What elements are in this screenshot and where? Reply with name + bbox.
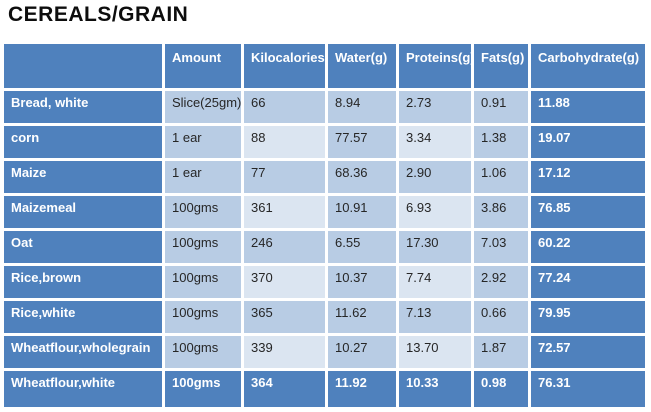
kilocalories-cell: 246 — [244, 231, 325, 263]
amount-cell: 100gms — [165, 336, 241, 368]
fats-cell: 1.38 — [474, 126, 528, 158]
table-row: Maize 1 ear 77 68.36 2.90 1.06 17.12 — [4, 161, 645, 193]
water-cell: 77.57 — [328, 126, 396, 158]
fats-cell: 7.03 — [474, 231, 528, 263]
cereals-grain-table: Amount Kilocalories Water(g) Proteins(g) Fat… — [1, 41, 648, 410]
proteins-cell: 2.90 — [399, 161, 471, 193]
proteins-cell: 3.34 — [399, 126, 471, 158]
proteins-cell: 13.70 — [399, 336, 471, 368]
table-row: Wheatflour,wholegrain 100gms 339 10.27 13.70… — [4, 336, 645, 368]
row-label-cell: Rice,white — [4, 301, 162, 333]
water-cell: 10.27 — [328, 336, 396, 368]
amount-cell: 100gms — [165, 266, 241, 298]
amount-cell: Slice(25gm) — [165, 91, 241, 123]
amount-cell: 100gms — [165, 371, 241, 407]
fats-cell: 1.87 — [474, 336, 528, 368]
kilocalories-cell: 77 — [244, 161, 325, 193]
proteins-cell: 10.33 — [399, 371, 471, 407]
carbohydrate-cell: 76.31 — [531, 371, 645, 407]
column-header-cell: Carbohydrate(g) — [531, 44, 645, 88]
kilocalories-cell: 364 — [244, 371, 325, 407]
kilocalories-cell: 88 — [244, 126, 325, 158]
proteins-cell: 17.30 — [399, 231, 471, 263]
amount-cell: 100gms — [165, 231, 241, 263]
carbohydrate-cell: 60.22 — [531, 231, 645, 263]
water-cell: 6.55 — [328, 231, 396, 263]
amount-cell: 100gms — [165, 301, 241, 333]
water-cell: 10.37 — [328, 266, 396, 298]
water-cell: 68.36 — [328, 161, 396, 193]
carbohydrate-cell: 19.07 — [531, 126, 645, 158]
water-cell: 8.94 — [328, 91, 396, 123]
table-row: Maizemeal 100gms 361 10.91 6.93 3.86 76.85 — [4, 196, 645, 228]
amount-cell: 1 ear — [165, 161, 241, 193]
kilocalories-cell: 339 — [244, 336, 325, 368]
table-row: Bread, white Slice(25gm) 66 8.94 2.73 0.91 11.… — [4, 91, 645, 123]
fats-cell: 0.98 — [474, 371, 528, 407]
column-header-cell: Water(g) — [328, 44, 396, 88]
proteins-cell: 7.13 — [399, 301, 471, 333]
row-label-cell: Oat — [4, 231, 162, 263]
kilocalories-cell: 365 — [244, 301, 325, 333]
kilocalories-cell: 361 — [244, 196, 325, 228]
row-label-cell: corn — [4, 126, 162, 158]
column-header-cell: Proteins(g) — [399, 44, 471, 88]
water-cell: 11.92 — [328, 371, 396, 407]
water-cell: 10.91 — [328, 196, 396, 228]
proteins-cell: 7.74 — [399, 266, 471, 298]
proteins-cell: 6.93 — [399, 196, 471, 228]
table-header-row: Amount Kilocalories Water(g) Proteins(g) Fat… — [4, 44, 645, 88]
table-row: corn 1 ear 88 77.57 3.34 1.38 19.07 — [4, 126, 645, 158]
kilocalories-cell: 66 — [244, 91, 325, 123]
carbohydrate-cell: 79.95 — [531, 301, 645, 333]
fats-cell: 1.06 — [474, 161, 528, 193]
kilocalories-cell: 370 — [244, 266, 325, 298]
row-label-cell: Rice,brown — [4, 266, 162, 298]
table-row: Rice,white 100gms 365 11.62 7.13 0.66 79.95 — [4, 301, 645, 333]
carbohydrate-cell: 72.57 — [531, 336, 645, 368]
page-title: CEREALS/GRAIN — [8, 3, 189, 26]
amount-cell: 100gms — [165, 196, 241, 228]
column-header-cell: Kilocalories — [244, 44, 325, 88]
row-label-cell: Maize — [4, 161, 162, 193]
carbohydrate-cell: 17.12 — [531, 161, 645, 193]
proteins-cell: 2.73 — [399, 91, 471, 123]
header-row: Amount Kilocalories Water(g) Proteins(g) Fat… — [4, 44, 645, 88]
table-row: Rice,brown 100gms 370 10.37 7.74 2.92 77.24 — [4, 266, 645, 298]
row-label-cell: Maizemeal — [4, 196, 162, 228]
amount-cell: 1 ear — [165, 126, 241, 158]
table-row: Oat 100gms 246 6.55 17.30 7.03 60.22 — [4, 231, 645, 263]
row-label-cell: Bread, white — [4, 91, 162, 123]
fats-cell: 0.66 — [474, 301, 528, 333]
corner-header-cell — [4, 44, 162, 88]
column-header-cell: Amount — [165, 44, 241, 88]
table-row: Wheatflour,white 100gms 364 11.92 10.33 0.98 7… — [4, 371, 645, 407]
fats-cell: 2.92 — [474, 266, 528, 298]
row-label-cell: Wheatflour,white — [4, 371, 162, 407]
carbohydrate-cell: 77.24 — [531, 266, 645, 298]
fats-cell: 3.86 — [474, 196, 528, 228]
carbohydrate-cell: 11.88 — [531, 91, 645, 123]
water-cell: 11.62 — [328, 301, 396, 333]
row-label-cell: Wheatflour,wholegrain — [4, 336, 162, 368]
fats-cell: 0.91 — [474, 91, 528, 123]
table-body: Bread, white Slice(25gm) 66 8.94 2.73 0.91 11.… — [4, 91, 645, 407]
column-header-cell: Fats(g) — [474, 44, 528, 88]
carbohydrate-cell: 76.85 — [531, 196, 645, 228]
